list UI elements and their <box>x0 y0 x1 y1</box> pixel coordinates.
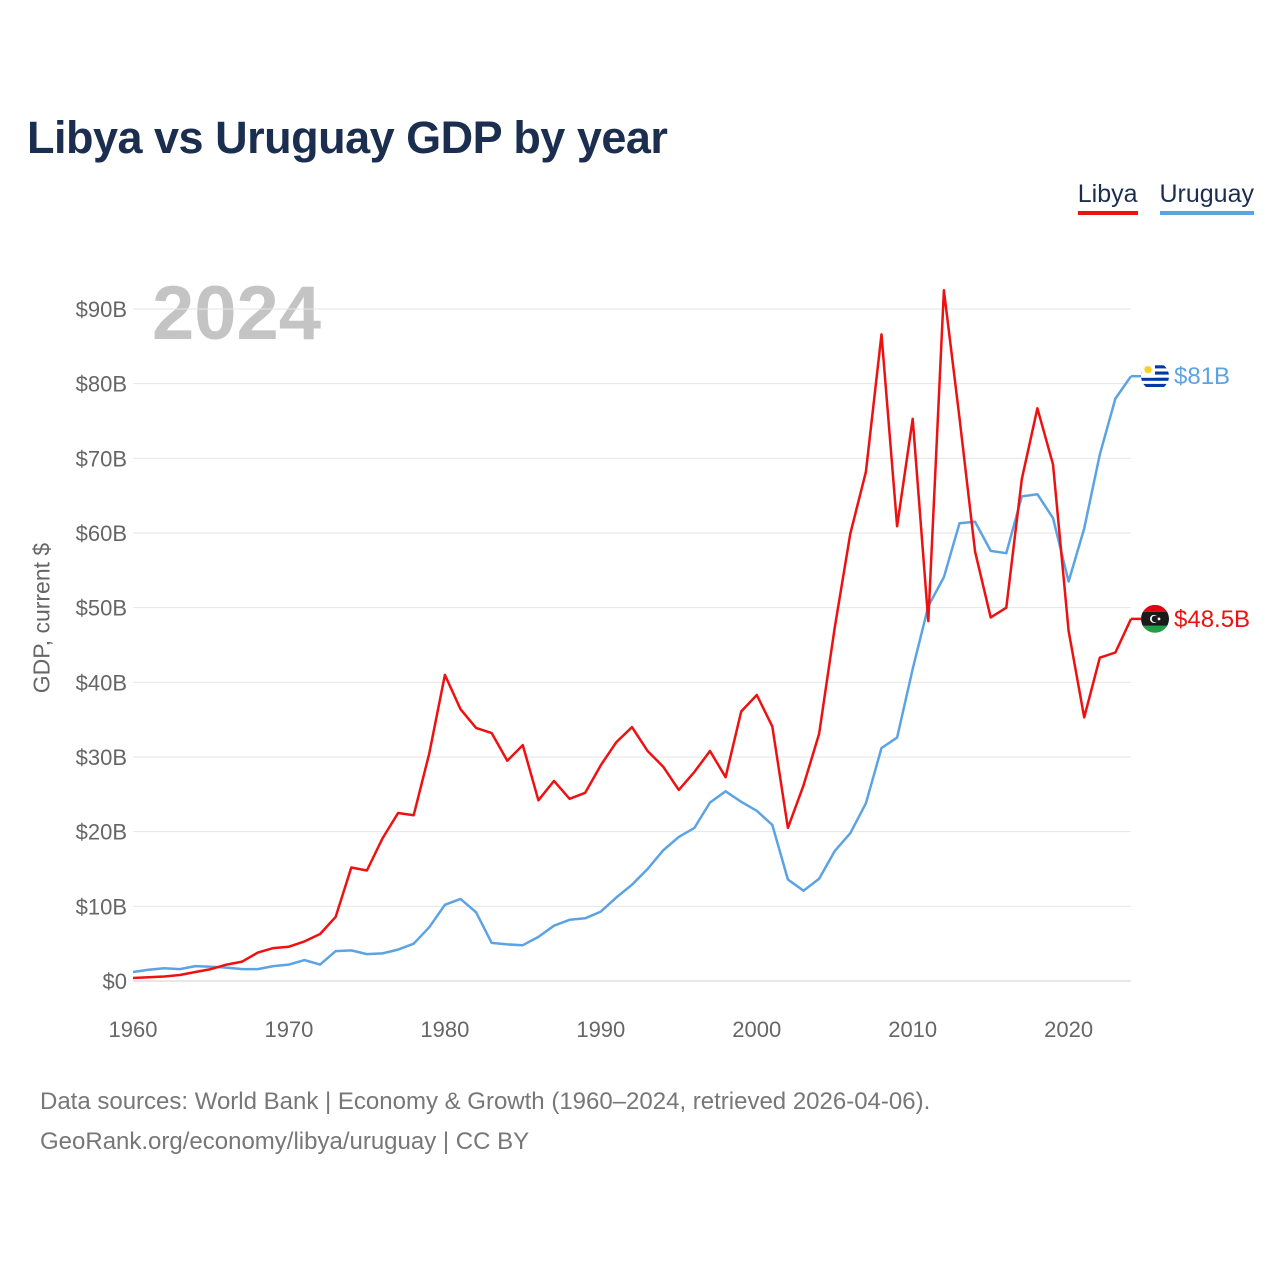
x-tick-label: 1960 <box>109 1017 158 1042</box>
y-tick-label: $60B <box>76 521 127 546</box>
y-tick-label: $20B <box>76 820 127 845</box>
x-tick-label: 2000 <box>732 1017 781 1042</box>
y-tick-label: $50B <box>76 596 127 621</box>
uruguay-flag-icon <box>1141 362 1169 391</box>
x-tick-label: 1990 <box>576 1017 625 1042</box>
x-tick-label: 1980 <box>420 1017 469 1042</box>
page-title: Libya vs Uruguay GDP by year <box>27 112 668 163</box>
libya-flag-icon <box>1141 604 1169 633</box>
y-tick-label: $10B <box>76 894 127 919</box>
source-link[interactable]: GeoRank.org/economy/libya/uruguay | CC B… <box>40 1128 530 1155</box>
y-tick-label: $80B <box>76 372 127 397</box>
end-value-label-uruguay: $81B <box>1174 363 1230 390</box>
y-tick-label: $40B <box>76 670 127 695</box>
legend-item-uruguay[interactable]: Uruguay <box>1159 180 1254 215</box>
y-tick-label: $70B <box>76 446 127 471</box>
x-tick-label: 2020 <box>1044 1017 1093 1042</box>
legend: Libya Uruguay <box>1077 180 1254 215</box>
series-line-uruguay[interactable] <box>132 375 1133 974</box>
footer: Data sources: World Bank | Economy & Gro… <box>40 1082 930 1162</box>
y-tick-label: $30B <box>76 745 127 770</box>
end-value-label-libya: $48.5B <box>1174 606 1250 633</box>
year-badge: 2024 <box>152 271 322 356</box>
series-line-libya[interactable] <box>132 289 1133 980</box>
x-tick-label: 2010 <box>888 1017 937 1042</box>
legend-item-libya[interactable]: Libya <box>1077 180 1138 215</box>
y-tick-label: $90B <box>76 297 127 322</box>
y-tick-label: $0 <box>103 969 127 994</box>
x-tick-label: 1970 <box>264 1017 313 1042</box>
data-source-text: Data sources: World Bank | Economy & Gro… <box>40 1088 931 1115</box>
